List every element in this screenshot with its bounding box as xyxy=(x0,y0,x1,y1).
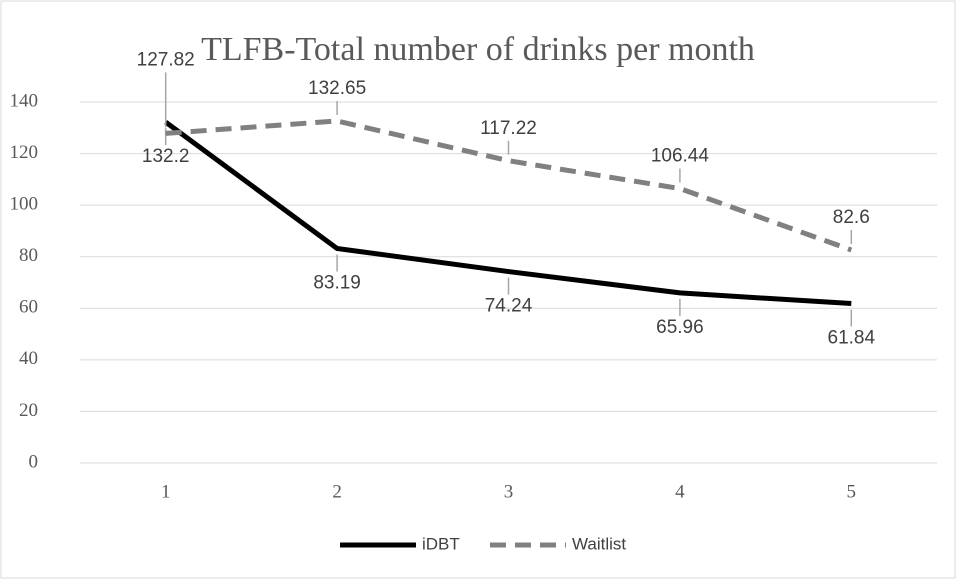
x-tick-label: 2 xyxy=(332,481,342,502)
data-label: 132.65 xyxy=(308,78,366,99)
data-label: 127.82 xyxy=(137,49,195,70)
data-label: 83.19 xyxy=(313,273,361,294)
data-label: 106.44 xyxy=(651,146,710,167)
y-tick-label: 60 xyxy=(19,297,38,318)
y-tick-label: 140 xyxy=(10,90,39,111)
y-tick-label: 120 xyxy=(10,142,39,163)
y-tick-label: 0 xyxy=(29,451,39,472)
x-tick-label: 4 xyxy=(675,481,685,502)
x-tick-label: 3 xyxy=(504,481,514,502)
data-label: 132.2 xyxy=(142,146,190,167)
legend-label: Waitlist xyxy=(572,534,626,553)
legend-label: iDBT xyxy=(422,534,460,553)
x-tick-label: 1 xyxy=(161,481,171,502)
y-tick-label: 20 xyxy=(19,400,38,421)
y-tick-label: 100 xyxy=(10,194,39,215)
data-label: 61.84 xyxy=(828,328,876,349)
data-label: 82.6 xyxy=(833,207,870,228)
data-label: 74.24 xyxy=(485,296,533,317)
y-tick-label: 80 xyxy=(19,245,38,266)
x-tick-label: 5 xyxy=(847,481,857,502)
y-tick-label: 40 xyxy=(19,348,38,369)
series-line xyxy=(164,120,852,307)
data-label: 65.96 xyxy=(656,317,704,338)
data-label: 117.22 xyxy=(480,118,537,139)
series-line xyxy=(165,118,853,253)
chart-title: TLFB-Total number of drinks per month xyxy=(201,31,755,68)
